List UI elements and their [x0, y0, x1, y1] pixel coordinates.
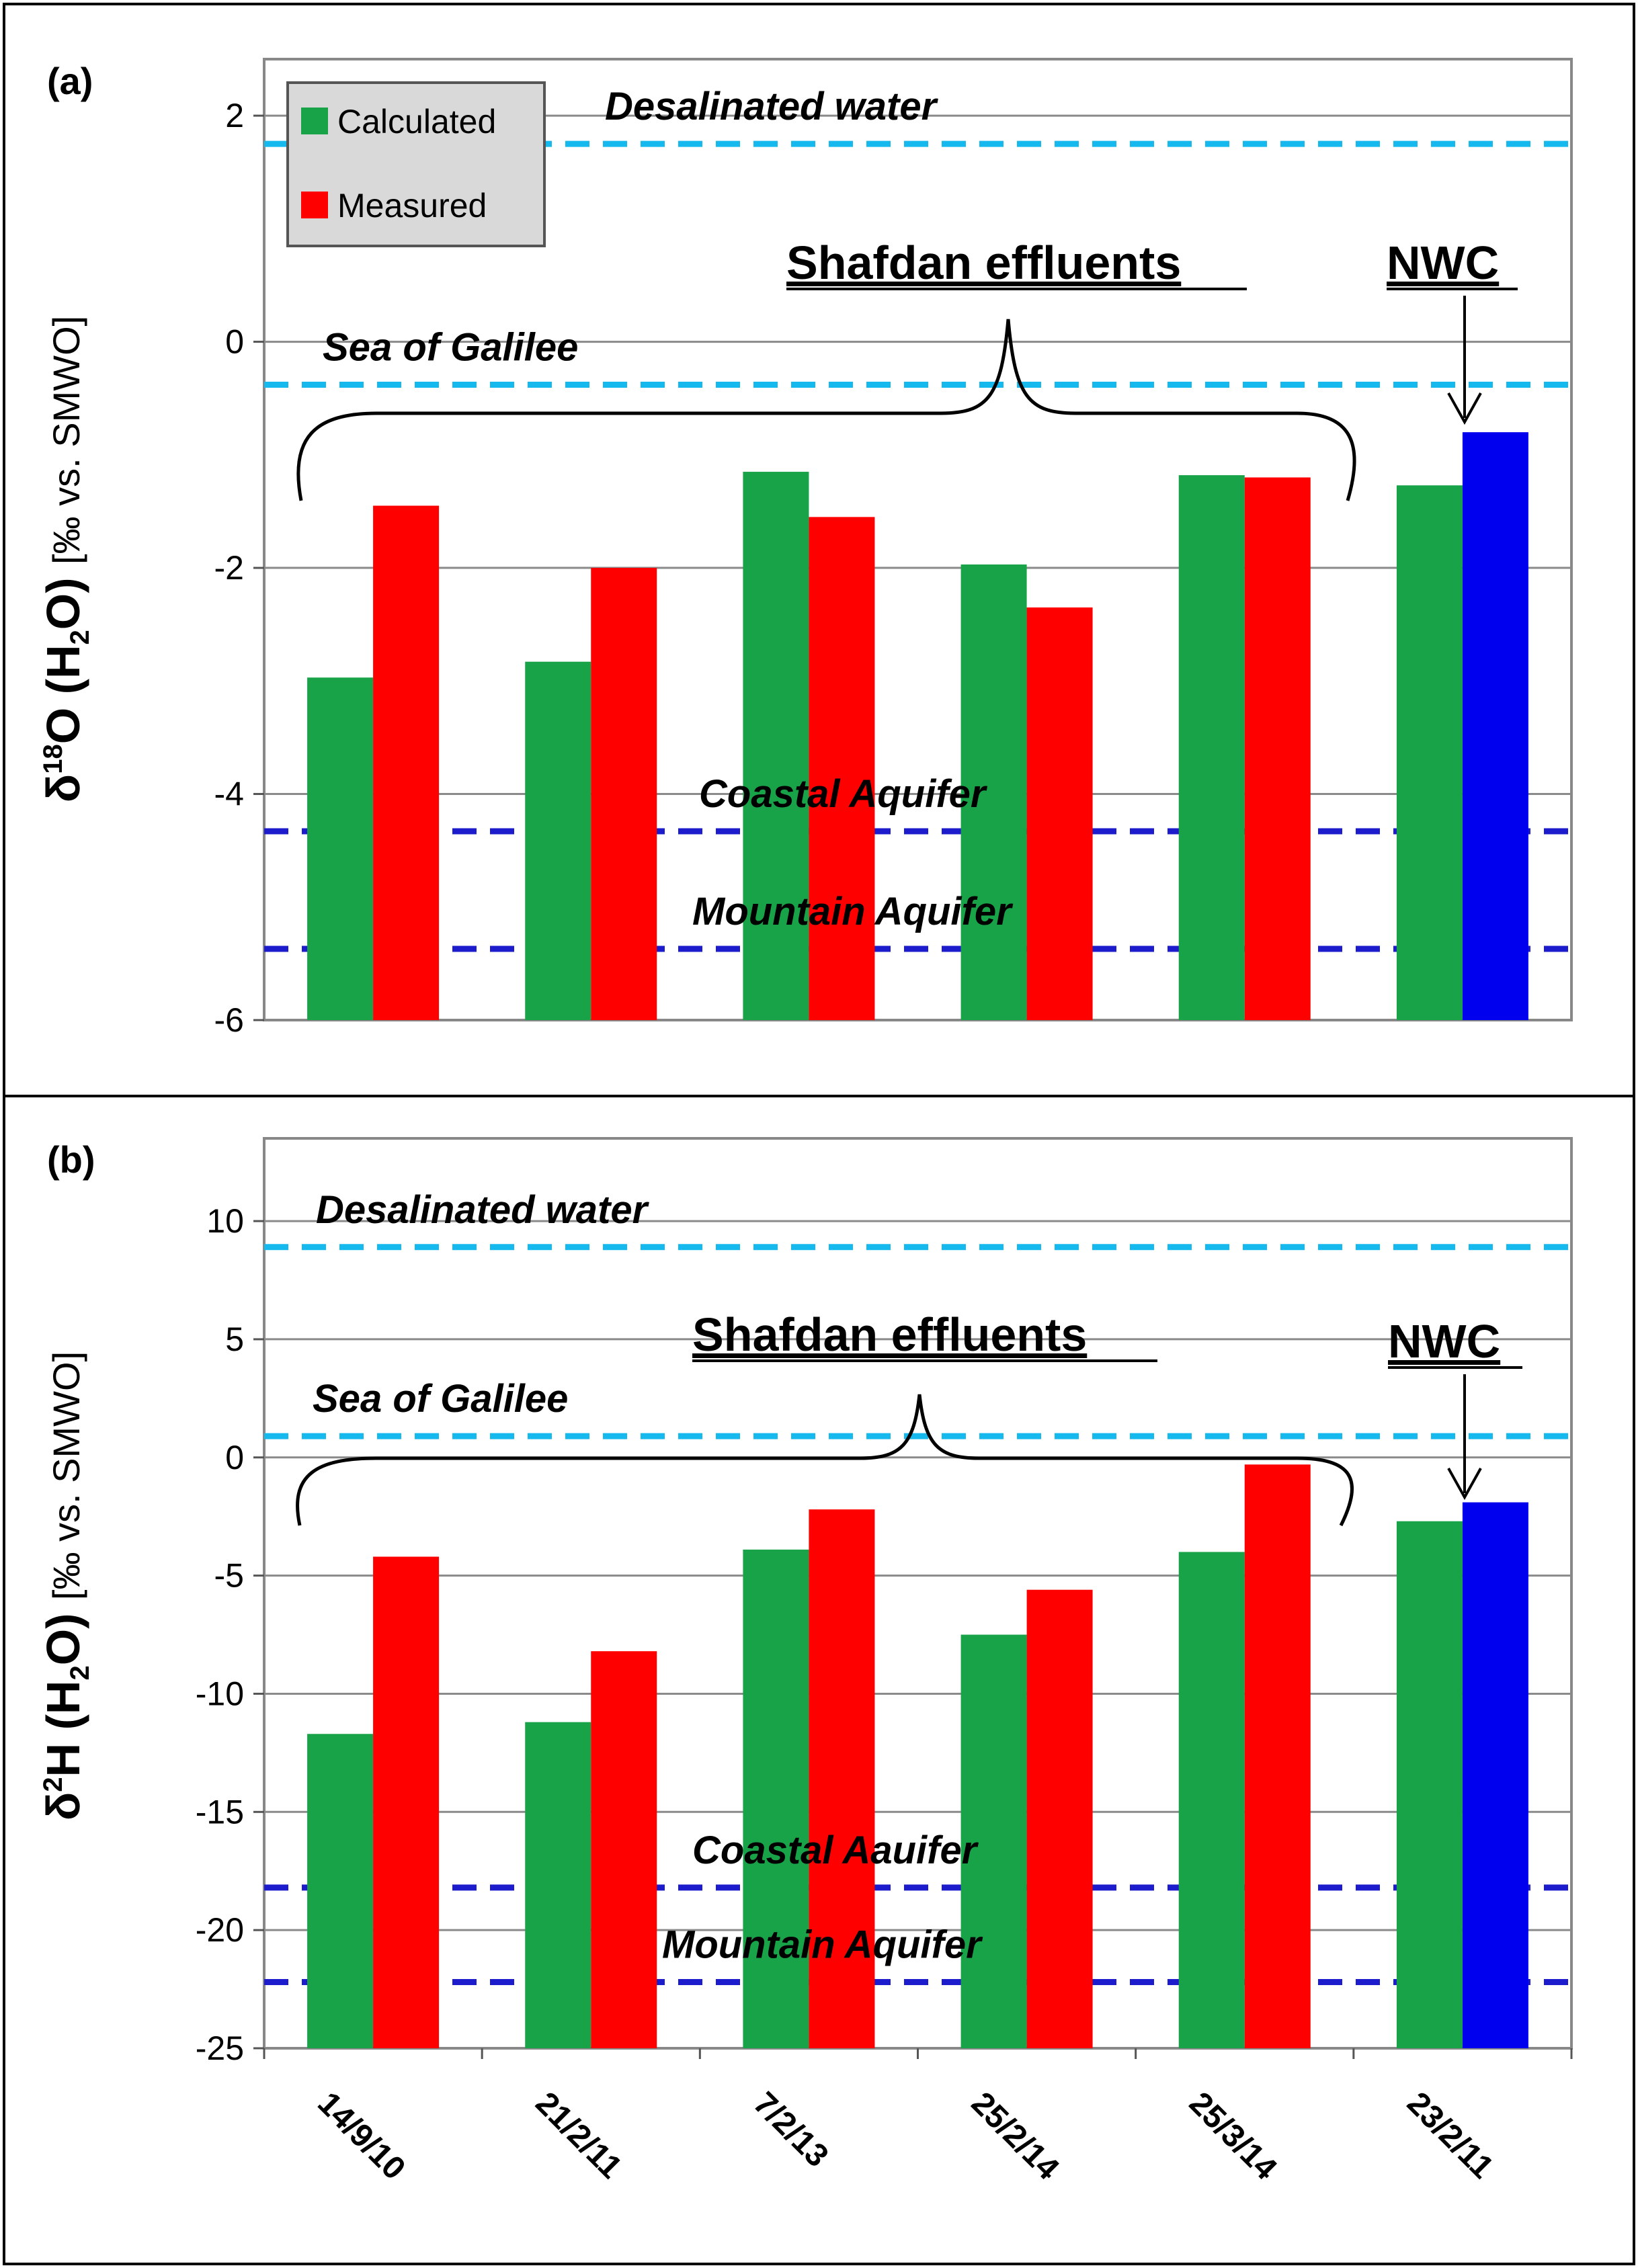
bar-a-measured-14-9-10: [373, 505, 440, 1020]
y-tick-label-b-10: 10: [206, 1202, 244, 1240]
legend-a-box: [286, 81, 546, 247]
y-axis-label-b-unit: [‰ vs. SMWO]: [45, 1351, 87, 1600]
legend-a-swatch-measured: [301, 192, 328, 218]
y-axis-label-a-sub: 2: [65, 630, 95, 644]
y-axis-label-b-end: O): [37, 1600, 89, 1665]
bar-b-measured-25-3-14: [1244, 1464, 1311, 2048]
y-tick-label-b-25: -25: [196, 2029, 244, 2067]
reference-label-a-mountain-aquifer: Mountain Aquifer: [692, 890, 1014, 933]
bar-b-calculated-25-3-14: [1178, 1552, 1245, 2048]
bar-a-calculated-25-3-14: [1178, 475, 1245, 1020]
group-annotation-a: Shafdan effluents: [786, 237, 1181, 289]
y-axis-label-b-sup: 2: [38, 1777, 68, 1792]
y-axis-label-a-sup: 18: [38, 744, 68, 774]
y-tick-label-a-2: -2: [214, 549, 244, 587]
y-axis-label-a-main: δ18O (H2O): [37, 564, 95, 802]
reference-label-a-sea-of-galilee: Sea of Galilee: [323, 326, 578, 370]
plot-area-b: [263, 1137, 1573, 2050]
bar-b-measured-21-2-11: [591, 1651, 657, 2048]
bar-b-calculated-25-2-14: [960, 1634, 1027, 2048]
panel-a: 2 0 -2 -4 -6 Desalinated water Sea of Galilee…: [37, 58, 1573, 1039]
y-tick-label-b-10: -10: [196, 1675, 244, 1712]
bars-a: [307, 432, 1528, 1020]
reference-label-b-mountain-aquifer: Mountain Aquifer: [662, 1923, 983, 1967]
reference-label-b-desalinated-water: Desalinated water: [316, 1188, 650, 1232]
reference-label-a-desalinated-water: Desalinated water: [605, 85, 939, 128]
y-tick-label-b-5: -5: [214, 1557, 244, 1595]
y-tick-label-a-4: -4: [214, 775, 244, 813]
y-tick-label-b-0: 0: [225, 1439, 244, 1476]
bar-a-measured-25-2-14: [1026, 607, 1093, 1020]
bar-a-calculated-21-2-11: [525, 661, 591, 1020]
y-axis-label-a-unit: [‰ vs. SMWO]: [45, 316, 87, 564]
y-tick-label-a-0: 0: [225, 323, 244, 361]
panel-label-b: (b): [47, 1138, 95, 1181]
y-tick-label-b-5: 5: [225, 1320, 244, 1358]
bar-b-nwc-23-2-11: [1462, 1502, 1528, 2048]
bar-b-measured-7-2-13: [809, 1509, 875, 2048]
nwc-arrow-a-head: [1447, 392, 1482, 425]
bar-b-measured-25-2-14: [1026, 1589, 1093, 2048]
nwc-arrow-b-head: [1447, 1468, 1482, 1501]
legend-a: Calculated Measured: [286, 81, 546, 247]
bar-b-calculated-7-2-13: [743, 1549, 809, 2048]
brace-b: [296, 1394, 1354, 1527]
bar-a-calculated-25-2-14: [960, 564, 1027, 1020]
reference-lines-a: [264, 140, 1571, 952]
reference-label-a-coastal-aquifer: Coastal Aquifer: [699, 772, 988, 816]
y-tick-label-b-15: -15: [196, 1793, 244, 1831]
nwc-annotation-b: NWC: [1388, 1315, 1500, 1368]
legend-a-label-measured: Measured: [337, 187, 487, 224]
y-tick-label-a-2: 2: [225, 97, 244, 134]
y-tick-label-b-20: -20: [196, 1911, 244, 1949]
y-axis-label-a-body: O (H: [37, 644, 89, 744]
reference-labels-b: Desalinated water Sea of Galilee Coastal A…: [313, 1188, 983, 1967]
group-annotation-b: Shafdan effluents: [692, 1308, 1087, 1361]
bars-b: [307, 1464, 1528, 2048]
bar-a-measured-25-3-14: [1244, 477, 1311, 1020]
bar-a-nwc-23-2-11: [1462, 432, 1528, 1020]
reference-label-b-coastal-aauifer: Coastal Aauifer: [692, 1829, 979, 1872]
y-ticks-a: 2 0 -2 -4 -6: [214, 97, 264, 1039]
y-ticks-b: 10 5 0 -5 -10 -15 -20 -25: [196, 1202, 264, 2067]
legend-a-swatch-calculated: [301, 108, 328, 134]
bar-a-measured-7-2-13: [809, 517, 875, 1020]
bar-b-measured-14-9-10: [373, 1556, 440, 2048]
y-tick-label-a-6: -6: [214, 1001, 244, 1039]
y-axis-label-b-sub: 2: [65, 1665, 95, 1680]
panel-label-a: (a): [47, 60, 93, 102]
reference-label-b-sea-of-galilee: Sea of Galilee: [313, 1377, 568, 1421]
bar-b-calculated-21-2-11: [525, 1722, 591, 2048]
bar-a-calculated-7-2-13: [743, 472, 809, 1020]
reference-lines-b: [264, 1244, 1571, 1986]
y-axis-label-b: δ2H (H2O) [‰ vs. SMWO]: [37, 1351, 95, 1820]
bar-a-calculated-14-9-10: [307, 677, 374, 1020]
y-axis-label-a-end: O): [37, 564, 89, 630]
bar-b-calculated-23-2-11: [1396, 1521, 1463, 2048]
brace-a: [296, 319, 1356, 501]
bar-a-measured-21-2-11: [591, 568, 657, 1020]
bar-b-calculated-14-9-10: [307, 1734, 374, 2048]
panel-b: 10 5 0 -5 -10 -15 -20 -25 Desalinated water Sea …: [37, 1137, 1573, 2187]
y-axis-label-a: δ18O (H2O) [‰ vs. SMWO]: [37, 316, 95, 802]
nwc-annotation-a: NWC: [1387, 237, 1499, 289]
y-axis-label-b-body: H (H: [37, 1681, 89, 1777]
bar-a-calculated-23-2-11: [1396, 485, 1463, 1020]
reference-labels-a: Desalinated water Sea of Galilee Coastal A…: [323, 85, 1014, 933]
legend-a-label-calculated: Calculated: [337, 103, 496, 140]
